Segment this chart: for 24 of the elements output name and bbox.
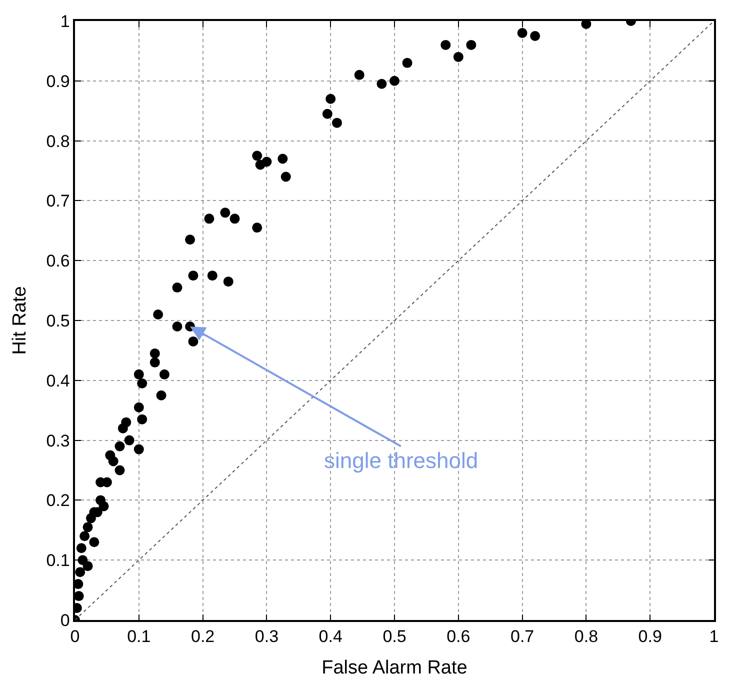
y-tick-label: 0.4 xyxy=(46,371,70,390)
annotation: single threshold xyxy=(324,448,478,473)
x-tick-label: 0.4 xyxy=(318,627,342,646)
x-axis-title: False Alarm Rate xyxy=(322,657,468,678)
y-tick-label: 0.5 xyxy=(46,311,70,330)
x-tick-label: 0.1 xyxy=(127,627,151,646)
y-tick-label: 1 xyxy=(60,12,70,31)
y-tick-label: 0.1 xyxy=(46,551,70,570)
x-tick-label: 0.7 xyxy=(510,627,534,646)
x-tick-label: 0.9 xyxy=(638,627,662,646)
x-tick-label: 0.2 xyxy=(190,627,215,646)
y-tick-label: 0.6 xyxy=(46,252,70,271)
y-tick-label: 0 xyxy=(60,610,70,630)
y-tick-label: 0.7 xyxy=(46,192,70,211)
y-tick-label: 0.3 xyxy=(46,431,70,450)
x-tick-label: 1 xyxy=(709,627,719,646)
x-tick-label: 0.3 xyxy=(254,627,279,646)
y-tick-label: 0.2 xyxy=(46,491,70,510)
x-tick-label: 0.8 xyxy=(574,627,598,646)
y-tick-label: 0.9 xyxy=(46,72,70,91)
x-tick-label: 0.5 xyxy=(382,627,406,646)
y-axis-title: Hit Rate xyxy=(10,286,31,355)
x-tick-label: 0.6 xyxy=(446,627,470,646)
y-tick-label: 0.8 xyxy=(46,132,70,151)
